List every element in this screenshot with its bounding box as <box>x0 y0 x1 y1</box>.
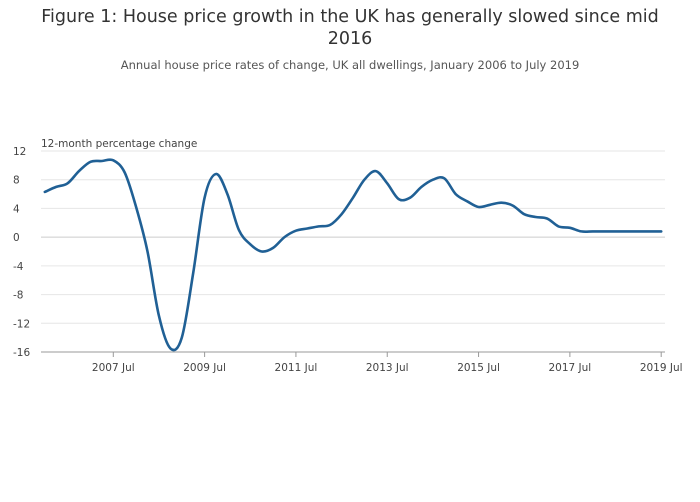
y-tick-label: -4 <box>13 261 24 273</box>
chart-title: Figure 1: House price growth in the UK h… <box>41 7 659 49</box>
y-tick-label: -12 <box>13 318 30 330</box>
x-tick-label: 2019 Jul <box>640 362 683 374</box>
x-tick-label: 2017 Jul <box>549 362 592 374</box>
y-tick-label: 8 <box>13 175 20 187</box>
x-tick-label: 2015 Jul <box>457 362 500 374</box>
y-tick-label: 12 <box>13 146 26 158</box>
y-tick-label: -8 <box>13 290 23 302</box>
x-tick-label: 2013 Jul <box>366 362 409 374</box>
y-tick-label: -16 <box>13 347 30 359</box>
chart-subtitle: Annual house price rates of change, UK a… <box>120 58 580 72</box>
x-tick-label: 2007 Jul <box>92 362 135 374</box>
x-tick-label: 2009 Jul <box>183 362 226 374</box>
x-tick-label: 2011 Jul <box>275 362 318 374</box>
y-axis-label: 12-month percentage change <box>41 138 197 150</box>
y-tick-label: 0 <box>13 232 20 244</box>
series-line <box>43 158 663 352</box>
y-tick-label: 4 <box>13 203 20 215</box>
